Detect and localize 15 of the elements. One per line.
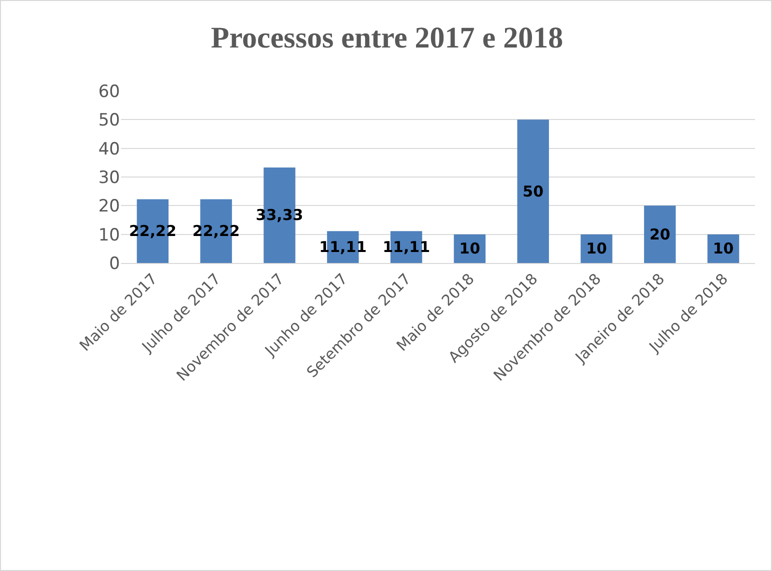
- y-tick-label: 50: [98, 110, 120, 131]
- data-label: 10: [586, 240, 607, 258]
- data-label: 10: [712, 240, 734, 258]
- data-label: 50: [522, 182, 544, 200]
- y-tick-label: 0: [109, 254, 120, 274]
- y-tick-label: 10: [98, 225, 120, 246]
- y-tick-label: 40: [98, 139, 120, 160]
- data-label: 20: [649, 225, 670, 244]
- y-tick-label: 20: [98, 196, 120, 217]
- y-tick-label: 60: [98, 82, 120, 102]
- data-label: 10: [459, 240, 480, 258]
- bar: [644, 206, 676, 263]
- y-tick-label: 30: [98, 168, 120, 188]
- bar: [517, 120, 549, 263]
- chart-title: Processos entre 2017 e 2018: [210, 22, 564, 55]
